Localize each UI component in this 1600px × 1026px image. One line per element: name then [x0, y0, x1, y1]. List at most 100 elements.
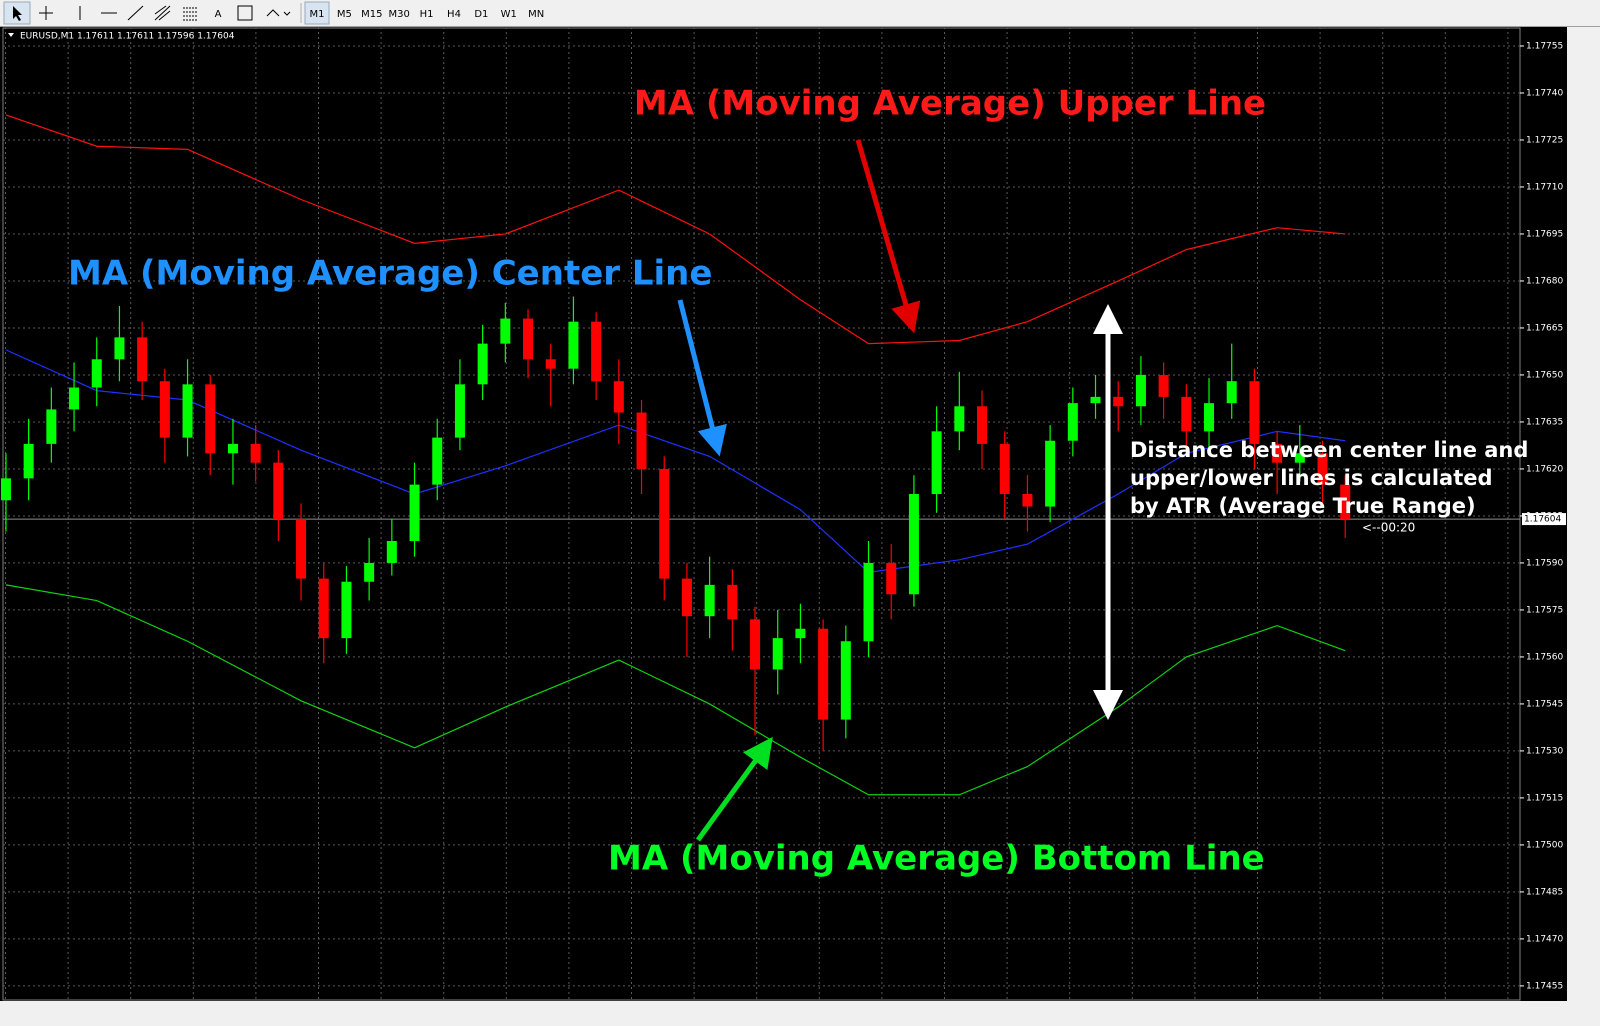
candle-body — [205, 384, 216, 454]
toolbar: A M1 M5 M15 M30 H1 H4 D1 W1 MN — [0, 0, 1600, 27]
candle-body — [296, 519, 307, 579]
y-tick-label: 1.17470 — [1526, 934, 1563, 944]
header-arrow — [8, 33, 14, 37]
candle-body — [114, 337, 125, 360]
timeframe-button[interactable]: M30 — [389, 9, 410, 20]
candle-body — [454, 384, 465, 438]
candle-body — [931, 431, 942, 495]
active-timeframe — [304, 1, 330, 25]
y-tick-label: 1.17635 — [1526, 417, 1563, 427]
candle-body — [227, 443, 238, 454]
center-annotation: MA (Moving Average) Center Line — [68, 254, 712, 294]
y-tick-label: 1.17530 — [1526, 746, 1563, 756]
ma-line — [5, 349, 1346, 573]
candle-body — [1294, 453, 1305, 463]
candle-body — [500, 318, 511, 344]
candle-body — [1340, 484, 1351, 520]
ma-line — [5, 114, 1346, 345]
y-tick-label: 1.17680 — [1526, 276, 1563, 286]
timeframe-button[interactable]: H4 — [447, 9, 461, 20]
candle-body — [863, 562, 874, 642]
y-tick-label: 1.17665 — [1526, 323, 1563, 333]
candle-body — [23, 443, 34, 479]
atr-note: by ATR (Average True Range) — [1130, 494, 1476, 518]
candle-body — [477, 343, 488, 385]
y-tick-label: 1.17620 — [1526, 464, 1563, 474]
y-tick-label: 1.17740 — [1526, 88, 1563, 98]
candle-body — [1317, 453, 1328, 485]
chart-header: EURUSD,M1 1.17611 1.17611 1.17596 1.1760… — [20, 32, 235, 42]
candle-body — [772, 638, 783, 670]
y-tick-label: 1.17650 — [1526, 370, 1563, 380]
candle-body — [886, 562, 897, 595]
timeframe-button[interactable]: H1 — [420, 9, 434, 20]
cursor-icon — [13, 6, 22, 21]
candle-body — [1181, 396, 1192, 432]
candle-body — [273, 462, 284, 520]
candle-body — [1226, 381, 1237, 404]
y-tick-label: 1.17455 — [1526, 981, 1563, 991]
candle-body — [908, 494, 919, 595]
y-tick-label: 1.17500 — [1526, 840, 1563, 850]
candle-body — [659, 468, 670, 579]
candle-body — [1135, 374, 1146, 407]
timeframe-button[interactable]: M15 — [361, 9, 382, 20]
text-tool[interactable]: A — [215, 9, 222, 20]
candle-body — [1249, 381, 1260, 444]
candle-body — [977, 406, 988, 444]
candle-body — [318, 578, 329, 639]
timeframe-button[interactable]: D1 — [474, 9, 488, 20]
y-tick-label: 1.17560 — [1526, 652, 1563, 662]
y-tick-label: 1.17485 — [1526, 887, 1563, 897]
candle-body — [137, 337, 148, 382]
current-price-box — [1522, 513, 1566, 526]
candle-body — [681, 578, 692, 617]
atr-note: Distance between center line and — [1130, 438, 1528, 462]
y-tick-label: 1.17755 — [1526, 41, 1563, 51]
chart: EURUSD,M1 1.17611 1.17611 1.17596 1.1760… — [0, 27, 1567, 1001]
crosshair-tool[interactable] — [39, 6, 53, 20]
candle-body — [591, 321, 602, 382]
y-tick-label: 1.17515 — [1526, 793, 1563, 803]
candle-body — [613, 381, 624, 413]
timeframe-button[interactable]: MN — [528, 9, 544, 20]
candle-body — [69, 387, 80, 410]
candle-body — [341, 581, 352, 639]
upper-annotation: MA (Moving Average) Upper Line — [634, 84, 1266, 124]
current-price-label: 1.17604 — [1524, 515, 1561, 525]
fibo-tool[interactable] — [183, 7, 198, 21]
candle-body — [568, 321, 579, 369]
channel-tool[interactable] — [154, 5, 171, 21]
candle-body — [999, 443, 1010, 495]
candle-body — [250, 443, 261, 463]
plot-area — [2, 27, 1521, 1001]
y-tick-label: 1.17725 — [1526, 135, 1563, 145]
candle-body — [795, 628, 806, 639]
timeframe-button[interactable]: M5 — [337, 9, 352, 20]
shapes-tool[interactable] — [266, 9, 291, 17]
candle-body — [1067, 403, 1078, 441]
upper-arrow — [855, 139, 921, 334]
candle-body — [364, 562, 375, 582]
candle-body — [409, 484, 420, 542]
marks — [0, 114, 1351, 796]
candle-body — [545, 359, 556, 369]
candle-body — [91, 359, 102, 388]
label-tool[interactable] — [237, 5, 253, 21]
candle-body — [954, 406, 965, 432]
y-tick-label: 1.17695 — [1526, 229, 1563, 239]
trendline-tool[interactable] — [127, 5, 144, 21]
timeframe-button[interactable]: W1 — [501, 9, 517, 20]
candle-body — [704, 584, 715, 617]
candle-body — [727, 584, 738, 620]
timeframe-button[interactable]: M1 — [310, 9, 325, 20]
y-tick-label: 1.17545 — [1526, 699, 1563, 709]
candle-body — [1022, 494, 1033, 507]
center-arrow — [677, 299, 727, 457]
candle-body — [1045, 440, 1056, 507]
candle-body — [1158, 374, 1169, 397]
grid — [3, 45, 1520, 987]
bottom-annotation: MA (Moving Average) Bottom Line — [608, 839, 1265, 879]
candle-body — [386, 541, 397, 563]
